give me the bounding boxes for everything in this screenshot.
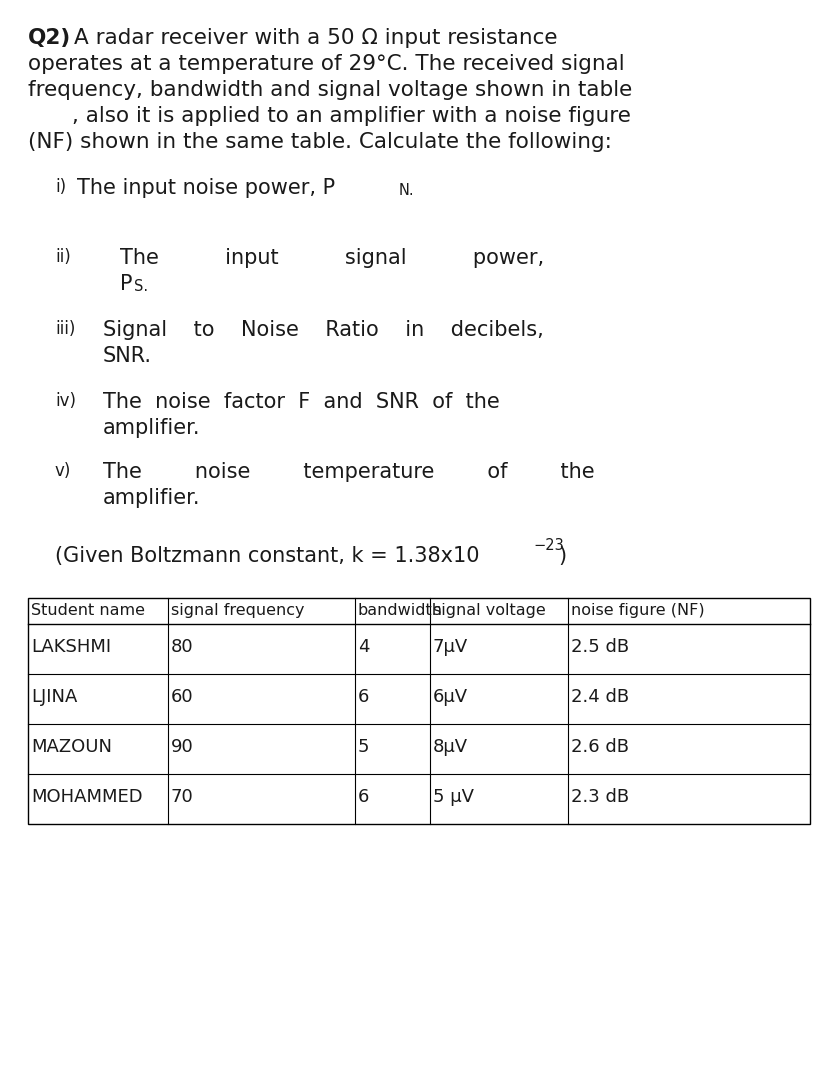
Text: bandwidth: bandwidth	[358, 603, 443, 618]
Text: P: P	[120, 275, 132, 294]
Text: iv): iv)	[55, 392, 76, 410]
Text: MAZOUN: MAZOUN	[31, 738, 112, 756]
Text: LAKSHMI: LAKSHMI	[31, 638, 111, 656]
Text: 90: 90	[171, 738, 194, 756]
Text: The input noise power, P: The input noise power, P	[77, 178, 335, 197]
Text: 2.6 dB: 2.6 dB	[571, 738, 629, 756]
Text: , also it is applied to an amplifier with a noise figure: , also it is applied to an amplifier wit…	[72, 106, 631, 126]
Text: noise figure (NF): noise figure (NF)	[571, 603, 705, 618]
Text: 5 μV: 5 μV	[433, 788, 474, 806]
Text: i): i)	[55, 178, 66, 196]
Text: 4: 4	[358, 638, 370, 656]
Text: The        noise        temperature        of        the: The noise temperature of the	[103, 462, 595, 482]
Text: −23: −23	[533, 538, 564, 553]
Text: A radar receiver with a 50 Ω input resistance: A radar receiver with a 50 Ω input resis…	[74, 28, 557, 48]
Text: LJINA: LJINA	[31, 688, 77, 706]
Text: signal frequency: signal frequency	[171, 603, 305, 618]
Text: 7μV: 7μV	[433, 638, 468, 656]
Text: (NF) shown in the same table. Calculate the following:: (NF) shown in the same table. Calculate …	[28, 132, 612, 152]
Text: 6: 6	[358, 788, 369, 806]
Text: S.: S.	[134, 279, 148, 294]
Text: amplifier.: amplifier.	[103, 418, 201, 438]
Text: Q2): Q2)	[28, 28, 72, 48]
Text: ii): ii)	[55, 248, 71, 266]
Text: SNR.: SNR.	[103, 346, 152, 366]
Text: The  noise  factor  F  and  SNR  of  the: The noise factor F and SNR of the	[103, 392, 500, 412]
Text: MOHAMMED: MOHAMMED	[31, 788, 142, 806]
Text: ): )	[558, 546, 566, 566]
Text: operates at a temperature of 29°C. The received signal: operates at a temperature of 29°C. The r…	[28, 54, 625, 74]
Text: amplifier.: amplifier.	[103, 488, 201, 508]
Text: Student name: Student name	[31, 603, 145, 618]
Text: 80: 80	[171, 638, 193, 656]
Text: iii): iii)	[55, 320, 75, 339]
Text: N.: N.	[399, 183, 415, 197]
Text: 2.5 dB: 2.5 dB	[571, 638, 629, 656]
Text: 5: 5	[358, 738, 370, 756]
Text: 6μV: 6μV	[433, 688, 468, 706]
Bar	[28, 598, 810, 824]
Text: (Given Boltzmann constant, k = 1.38x10: (Given Boltzmann constant, k = 1.38x10	[55, 546, 480, 566]
Text: 60: 60	[171, 688, 193, 706]
Text: signal voltage: signal voltage	[433, 603, 546, 618]
Text: v): v)	[55, 462, 72, 480]
Text: frequency, bandwidth and signal voltage shown in table: frequency, bandwidth and signal voltage …	[28, 80, 632, 100]
Text: The          input          signal          power,: The input signal power,	[120, 248, 544, 268]
Text: 6: 6	[358, 688, 369, 706]
Text: 70: 70	[171, 788, 194, 806]
Text: 2.3 dB: 2.3 dB	[571, 788, 629, 806]
Text: 2.4 dB: 2.4 dB	[571, 688, 629, 706]
Text: 8μV: 8μV	[433, 738, 468, 756]
Text: Signal    to    Noise    Ratio    in    decibels,: Signal to Noise Ratio in decibels,	[103, 320, 544, 340]
